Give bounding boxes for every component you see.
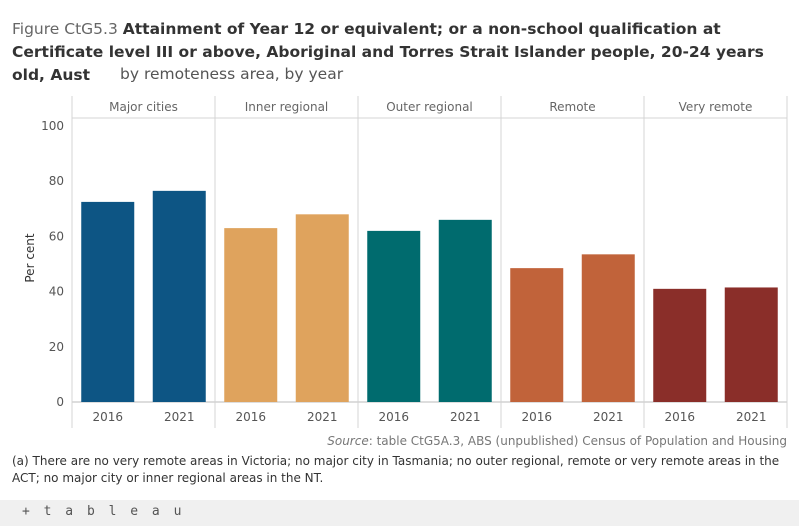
panel-header: Remote — [549, 100, 595, 114]
y-tick-label: 60 — [49, 229, 64, 243]
chart-title: Figure CtG5.3 Attainment of Year 12 or e… — [12, 18, 792, 87]
x-tick-label: 2021 — [307, 410, 338, 424]
bar — [367, 230, 421, 402]
panel-header: Very remote — [679, 100, 753, 114]
y-tick-label: 80 — [49, 174, 64, 188]
chart-subtitle: by remoteness area, by year — [120, 65, 344, 83]
y-tick-label: 20 — [49, 340, 64, 354]
x-tick-label: 2021 — [593, 410, 624, 424]
bar — [653, 288, 707, 402]
x-tick-label: 2021 — [450, 410, 481, 424]
panel-header: Major cities — [109, 100, 178, 114]
bar — [224, 228, 278, 402]
footer-bar: + t a b l e a u — [0, 500, 799, 526]
source-text: : table CtG5A.3, ABS (unpublished) Censu… — [368, 434, 787, 448]
x-tick-label: 2016 — [664, 410, 695, 424]
source-label: Source — [327, 434, 369, 448]
footnote: (a) There are no very remote areas in Vi… — [12, 454, 780, 485]
bar — [81, 201, 135, 402]
bar — [152, 190, 206, 402]
x-tick-label: 2016 — [235, 410, 266, 424]
x-tick-label: 2021 — [736, 410, 767, 424]
x-tick-label: 2021 — [164, 410, 195, 424]
bar-chart: Per cent 0 20 40 60 80 100 Major cities 2016 2021… — [23, 96, 788, 428]
bar — [295, 214, 349, 402]
y-tick-label: 0 — [56, 395, 64, 409]
x-tick-label: 2016 — [92, 410, 123, 424]
panel-header: Inner regional — [245, 100, 329, 114]
bar — [581, 254, 635, 402]
figure-number: Figure CtG5.3 — [12, 20, 118, 38]
source-note: Source: table CtG5A.3, ABS (unpublished)… — [327, 434, 787, 448]
x-tick-label: 2016 — [521, 410, 552, 424]
y-axis-label: Per cent — [23, 233, 37, 283]
x-tick-label: 2016 — [378, 410, 409, 424]
figure-title: Attainment of Year 12 or equivalent; or … — [12, 20, 764, 84]
bar — [724, 287, 778, 402]
bar — [438, 219, 492, 402]
panel-header: Outer regional — [386, 100, 473, 114]
y-tick-label: 100 — [41, 119, 64, 133]
bar — [510, 268, 564, 402]
y-tick-label: 40 — [49, 285, 64, 299]
tableau-logo[interactable]: + t a b l e a u — [22, 504, 185, 519]
